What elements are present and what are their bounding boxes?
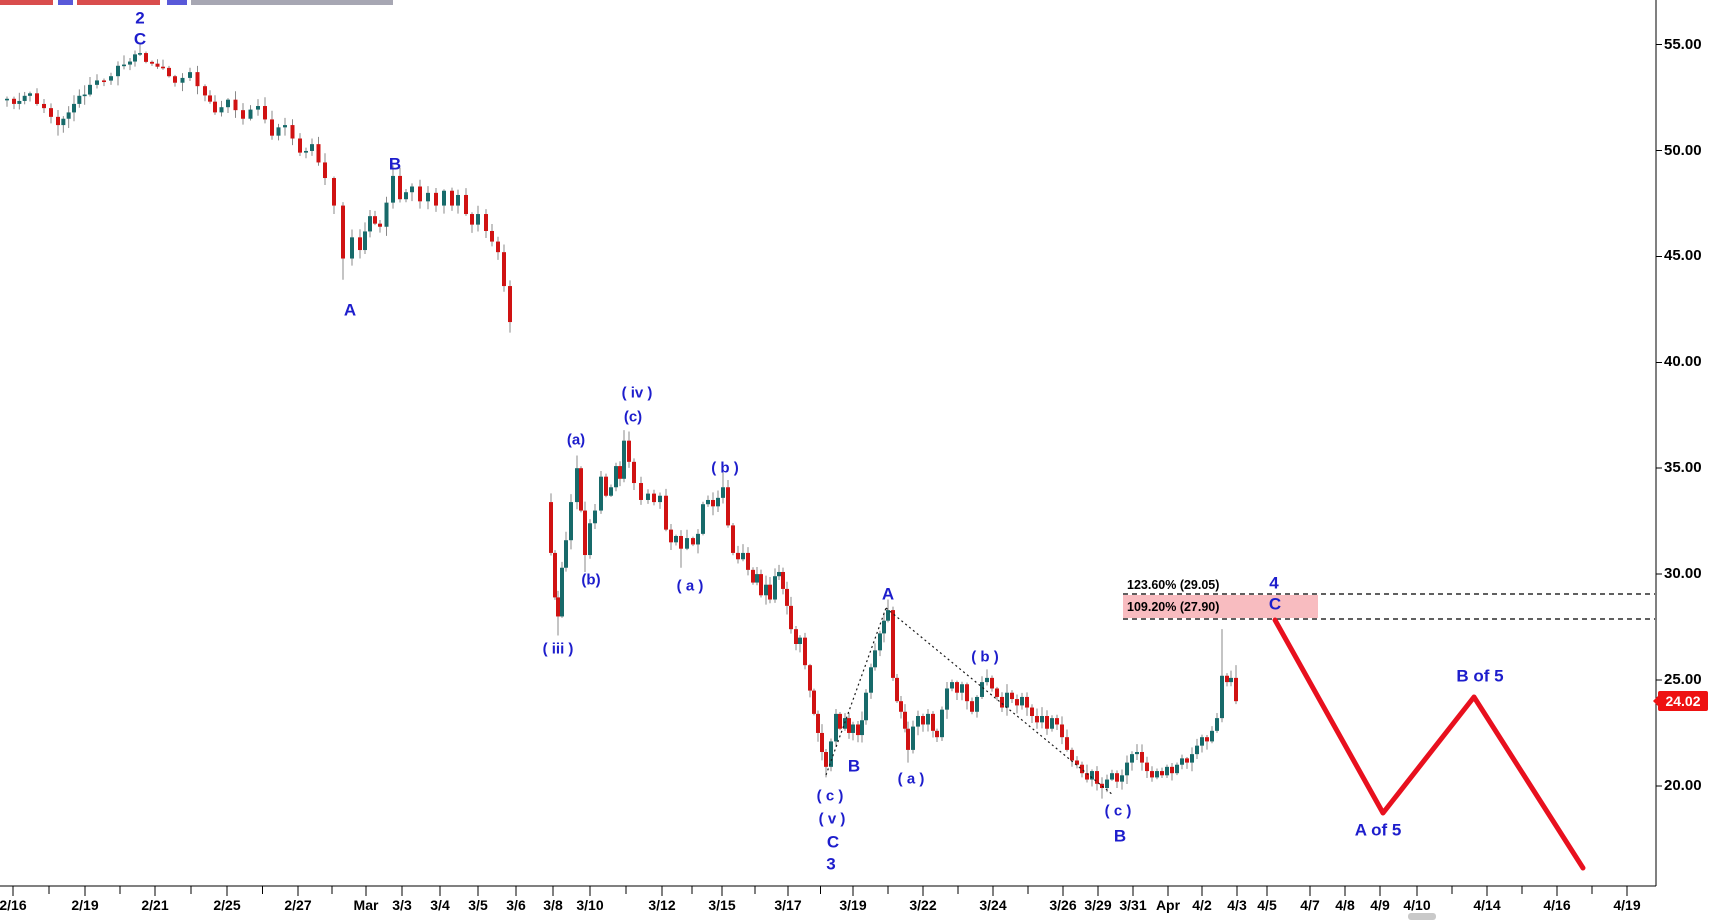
price-tick-label: 45.00 <box>1664 247 1702 265</box>
date-tick-label: 4/19 <box>1613 897 1641 913</box>
wave-label[interactable]: B <box>847 756 861 776</box>
fib-level-label: 109.20% (27.90) <box>1127 599 1220 614</box>
price-tick-label: 35.00 <box>1664 459 1702 477</box>
wave-label[interactable]: ( c ) <box>1104 802 1132 820</box>
date-tick-label: 4/7 <box>1300 897 1320 913</box>
wave-label[interactable]: 3 <box>826 854 836 874</box>
wave-label[interactable]: C <box>1268 594 1282 614</box>
date-tick-label: 3/6 <box>506 897 526 913</box>
date-tick-label: 3/31 <box>1119 897 1147 913</box>
date-tick-label: 2/25 <box>213 897 241 913</box>
date-tick-label: 2/19 <box>71 897 99 913</box>
date-tick-label: 2/27 <box>284 897 312 913</box>
clipped-text-segment <box>58 0 73 5</box>
clipped-text-segment <box>167 0 187 5</box>
date-tick-label: 4/8 <box>1335 897 1355 913</box>
wave-label[interactable]: ( b ) <box>971 648 999 666</box>
date-tick-label: 3/24 <box>979 897 1007 913</box>
wave-label[interactable]: B <box>1113 826 1127 846</box>
date-tick-label: 3/12 <box>648 897 676 913</box>
projected-path-line[interactable] <box>1272 617 1586 871</box>
fib-retracement-zone[interactable] <box>1123 593 1655 620</box>
date-tick-label: 3/29 <box>1084 897 1112 913</box>
price-tick-label: 55.00 <box>1664 35 1702 53</box>
wave-label[interactable]: ( iii ) <box>542 640 574 658</box>
wave-label[interactable]: 2 <box>135 8 145 28</box>
price-tick-label: 30.00 <box>1664 565 1702 583</box>
wave-label[interactable]: A of 5 <box>1354 820 1402 840</box>
date-tick-label: 3/26 <box>1049 897 1077 913</box>
date-tick-label: 3/5 <box>468 897 488 913</box>
wave-label[interactable]: C <box>133 29 147 49</box>
date-tick-label: 3/15 <box>708 897 736 913</box>
date-tick-label: 3/22 <box>909 897 937 913</box>
price-tick-label: 25.00 <box>1664 671 1702 688</box>
wave-label[interactable]: C <box>826 832 840 852</box>
wave-label[interactable]: B <box>388 154 402 174</box>
date-tick-label: 3/3 <box>392 897 412 913</box>
date-tick-label: Apr <box>1155 897 1181 913</box>
last-price-badge: 24.02 <box>1658 690 1708 711</box>
clipped-text-segment <box>191 0 393 5</box>
dotted-trendline[interactable] <box>885 607 1114 796</box>
wave-label[interactable]: (c) <box>623 408 643 426</box>
candle-series-1[interactable] <box>549 430 1238 799</box>
wave-label[interactable]: (a) <box>566 431 586 449</box>
wave-label[interactable]: ( c ) <box>816 787 844 805</box>
date-tick-label: 2/21 <box>141 897 169 913</box>
dotted-trendline[interactable] <box>825 607 887 776</box>
axes <box>0 0 1662 896</box>
price-tick-label: 40.00 <box>1664 353 1702 371</box>
clipped-text-segment <box>77 0 160 5</box>
candle-series-0[interactable] <box>5 42 512 333</box>
price-tick-label: 50.00 <box>1664 141 1702 159</box>
wave-label[interactable]: (b) <box>581 571 601 589</box>
wave-label[interactable]: B of 5 <box>1456 666 1504 686</box>
date-tick-label: 3/4 <box>430 897 450 913</box>
date-tick-label: 2/16 <box>0 897 27 913</box>
wave-label[interactable]: 4 <box>1269 573 1279 593</box>
date-tick-label: 4/10 <box>1403 897 1431 913</box>
wave-label[interactable]: A <box>881 584 895 604</box>
fib-level-label: 123.60% (29.05) <box>1127 577 1220 592</box>
wave-label[interactable]: A <box>343 300 357 320</box>
date-tick-label: 3/8 <box>543 897 563 913</box>
date-tick-label: 3/10 <box>576 897 604 913</box>
price-tick-label: 20.00 <box>1664 776 1702 794</box>
date-tick-label: 4/9 <box>1370 897 1390 913</box>
date-tick-label: 4/14 <box>1473 897 1501 913</box>
date-tick-label: 4/5 <box>1257 897 1277 913</box>
wave-label[interactable]: ( a ) <box>897 770 925 788</box>
wave-label[interactable]: ( b ) <box>711 459 739 477</box>
date-tick-label: 3/19 <box>839 897 867 913</box>
wave-label[interactable]: ( iv ) <box>621 384 653 402</box>
date-tick-label: 4/16 <box>1543 897 1571 913</box>
date-tick-label: 3/17 <box>774 897 802 913</box>
date-tick-label: 4/3 <box>1227 897 1247 913</box>
wave-label[interactable]: ( v ) <box>818 810 846 828</box>
date-tick-label: 4/2 <box>1192 897 1212 913</box>
scrollbar-thumb[interactable] <box>1408 913 1436 920</box>
date-tick-label: Mar <box>353 897 379 913</box>
wave-label[interactable]: ( a ) <box>676 577 704 595</box>
clipped-text-segment <box>0 0 53 5</box>
